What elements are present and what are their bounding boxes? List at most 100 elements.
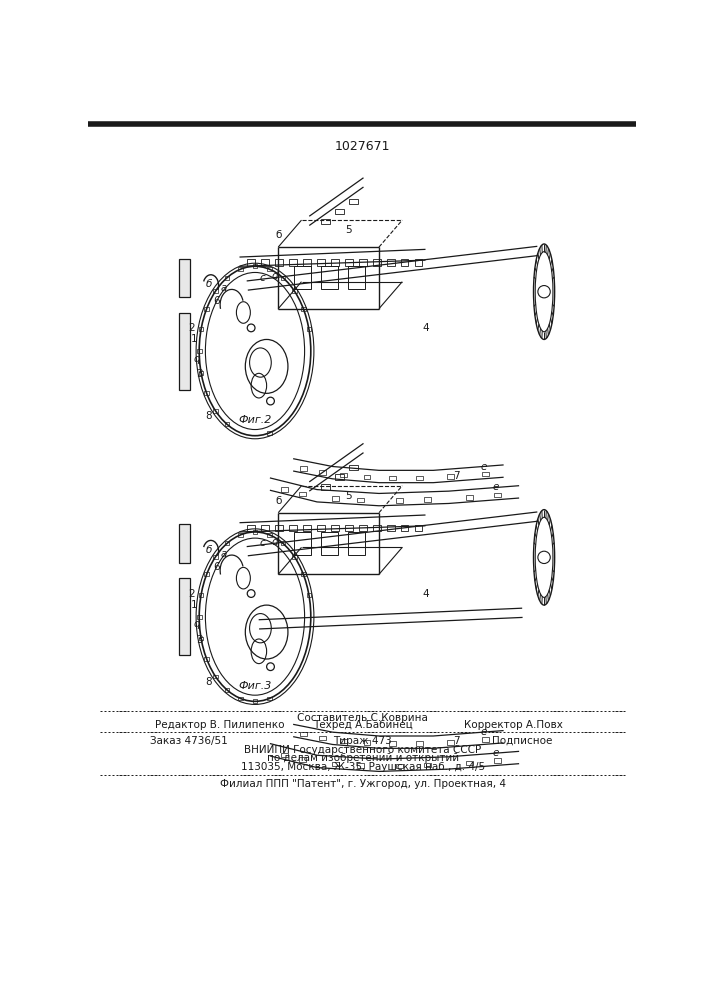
Text: 2: 2 bbox=[188, 589, 194, 599]
Text: 5: 5 bbox=[345, 491, 351, 501]
Bar bbox=[332, 762, 339, 766]
Text: б: б bbox=[275, 231, 281, 240]
Bar bbox=[319, 470, 326, 475]
Text: 4: 4 bbox=[422, 323, 429, 333]
Bar bbox=[267, 267, 271, 271]
Text: Редактор В. Пилипенко: Редактор В. Пилипенко bbox=[156, 720, 285, 730]
Text: Фиг.2: Фиг.2 bbox=[238, 415, 271, 425]
Bar bbox=[389, 741, 396, 746]
Text: 6: 6 bbox=[213, 296, 220, 306]
Bar bbox=[373, 525, 380, 531]
Bar bbox=[197, 349, 201, 353]
Text: c: c bbox=[260, 273, 266, 283]
Bar bbox=[363, 740, 370, 745]
Bar bbox=[321, 484, 330, 490]
Text: Тираж 473: Тираж 473 bbox=[333, 736, 392, 746]
Bar bbox=[307, 327, 311, 331]
Bar bbox=[179, 524, 190, 563]
Bar bbox=[317, 525, 325, 531]
Bar bbox=[292, 555, 297, 559]
Bar bbox=[214, 289, 218, 293]
Bar bbox=[424, 497, 431, 502]
Bar bbox=[281, 753, 288, 757]
Bar bbox=[204, 391, 209, 395]
Text: d: d bbox=[271, 537, 278, 547]
Text: 7: 7 bbox=[453, 471, 460, 481]
Bar bbox=[301, 572, 305, 576]
Bar bbox=[238, 533, 243, 537]
Bar bbox=[214, 675, 218, 678]
Bar bbox=[401, 525, 409, 531]
Text: e: e bbox=[492, 482, 498, 492]
Text: 2: 2 bbox=[188, 323, 194, 333]
Bar bbox=[321, 266, 338, 289]
Text: б: б bbox=[205, 279, 211, 289]
Bar bbox=[493, 758, 501, 763]
Bar bbox=[252, 699, 257, 703]
Bar bbox=[293, 532, 311, 555]
Bar bbox=[349, 465, 358, 470]
Bar bbox=[335, 209, 344, 214]
Bar bbox=[289, 259, 297, 266]
Bar bbox=[321, 219, 330, 224]
Text: Подписное: Подписное bbox=[492, 736, 553, 746]
Text: 6: 6 bbox=[213, 562, 220, 572]
Text: ВНИИПИ Государственного комитета СССР: ВНИИПИ Государственного комитета СССР bbox=[244, 745, 481, 755]
Bar bbox=[214, 409, 218, 413]
Bar bbox=[359, 525, 367, 531]
Bar bbox=[359, 259, 367, 266]
Bar bbox=[261, 259, 269, 266]
Bar bbox=[481, 737, 489, 742]
Text: q: q bbox=[194, 354, 200, 364]
Bar bbox=[197, 615, 201, 619]
Bar bbox=[247, 259, 255, 266]
Bar bbox=[199, 327, 204, 331]
Bar bbox=[466, 495, 473, 500]
Bar bbox=[331, 259, 339, 266]
Bar bbox=[340, 473, 347, 477]
Bar bbox=[332, 496, 339, 501]
Bar bbox=[199, 593, 204, 597]
Bar bbox=[373, 259, 380, 266]
Bar bbox=[424, 763, 431, 767]
Text: Фиг.3: Фиг.3 bbox=[238, 681, 271, 691]
Text: 8: 8 bbox=[205, 411, 212, 421]
Bar bbox=[363, 475, 370, 479]
Text: 7: 7 bbox=[453, 736, 460, 746]
Text: 8: 8 bbox=[205, 677, 212, 687]
Bar bbox=[396, 498, 403, 503]
Text: d: d bbox=[271, 271, 278, 281]
Bar bbox=[389, 476, 396, 480]
Bar bbox=[252, 264, 257, 268]
Bar bbox=[267, 697, 271, 700]
Bar bbox=[267, 533, 271, 537]
Bar bbox=[414, 525, 422, 531]
Bar bbox=[396, 764, 403, 768]
Bar bbox=[225, 422, 230, 426]
Text: e: e bbox=[492, 748, 498, 758]
Bar bbox=[447, 740, 454, 745]
Bar bbox=[481, 472, 489, 476]
Bar bbox=[345, 259, 353, 266]
Bar bbox=[331, 525, 339, 531]
Bar bbox=[348, 266, 365, 289]
Bar bbox=[204, 572, 209, 576]
Bar bbox=[466, 761, 473, 765]
Text: Составитель С.Коврина: Составитель С.Коврина bbox=[297, 713, 428, 723]
Bar bbox=[335, 474, 344, 480]
Bar bbox=[416, 476, 423, 480]
Bar bbox=[356, 763, 363, 768]
Bar bbox=[356, 498, 363, 502]
Bar bbox=[299, 492, 306, 496]
Bar bbox=[493, 493, 501, 497]
Bar bbox=[414, 259, 422, 266]
Bar bbox=[199, 637, 204, 640]
Bar bbox=[299, 757, 306, 762]
Text: б: б bbox=[275, 496, 281, 506]
Bar bbox=[275, 259, 283, 266]
Bar bbox=[214, 555, 218, 559]
Text: Техред А.Бабинец: Техред А.Бабинец bbox=[313, 720, 413, 730]
Bar bbox=[289, 525, 297, 531]
Text: по делам изобретений и открытий: по делам изобретений и открытий bbox=[267, 753, 459, 763]
Text: Заказ 4736/51: Заказ 4736/51 bbox=[151, 736, 228, 746]
